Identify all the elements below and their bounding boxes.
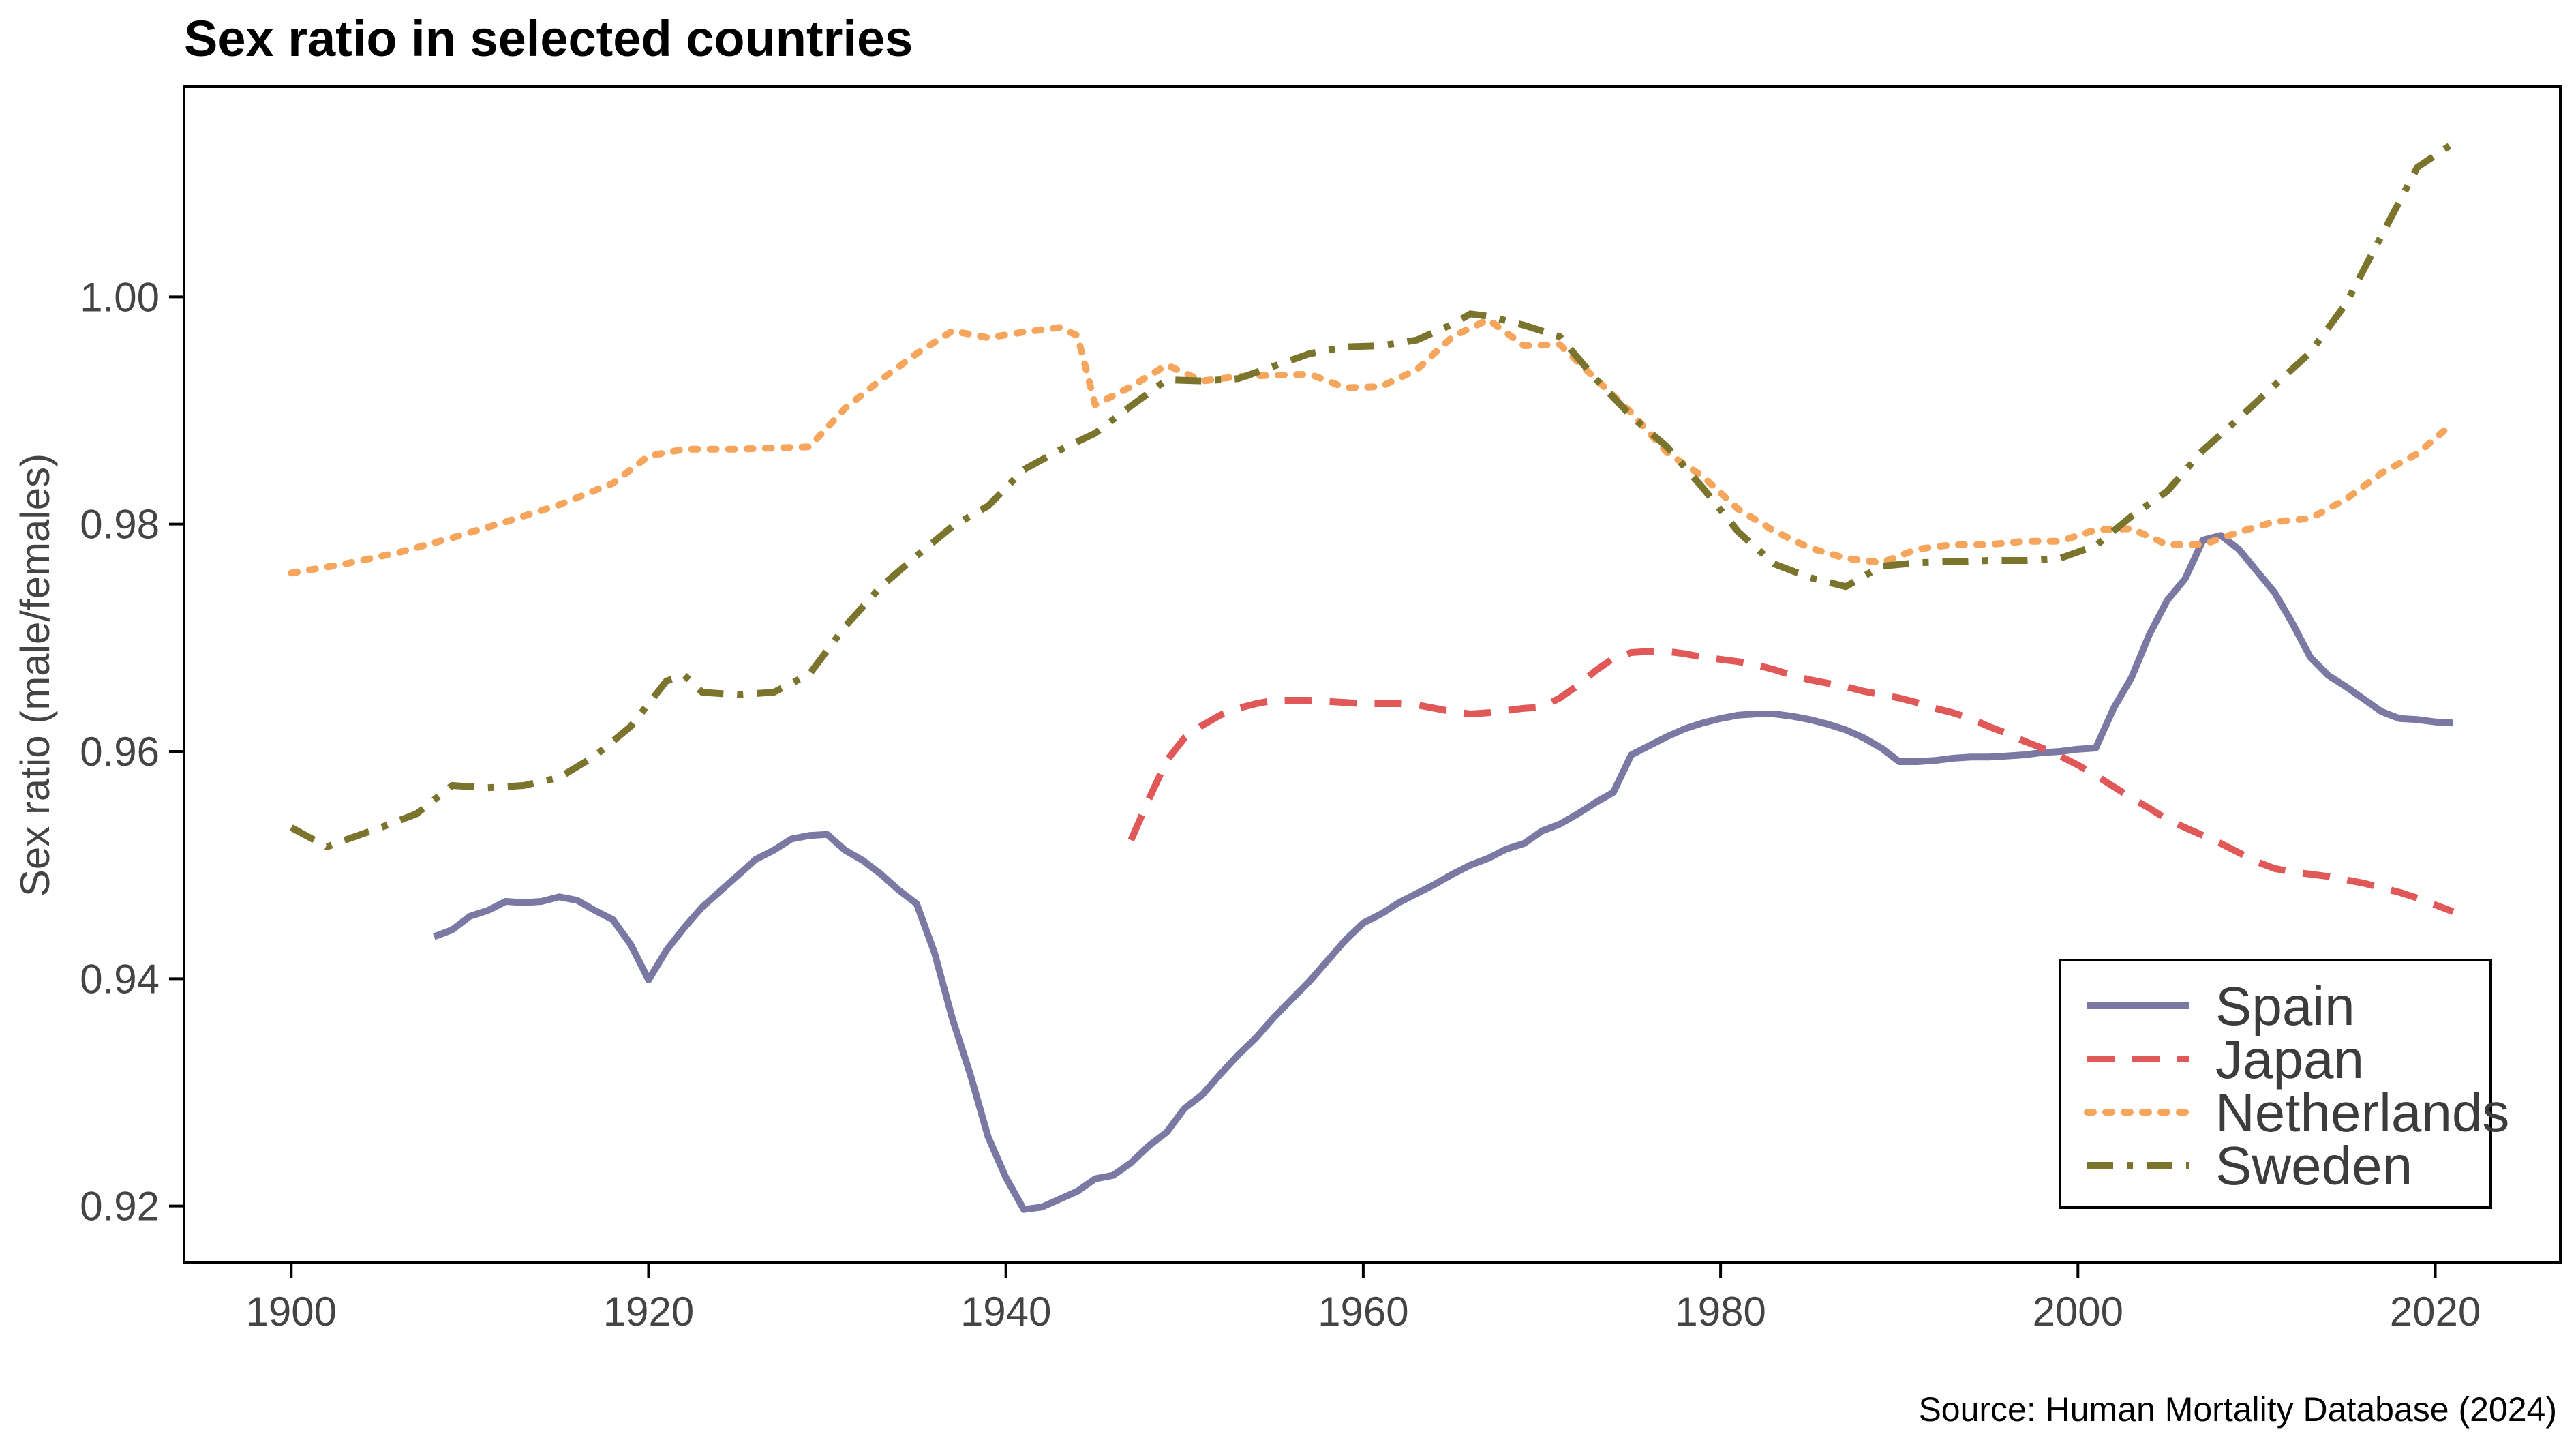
- y-tick-label: 0.98: [80, 502, 160, 548]
- y-axis: 0.92 0.94 0.96 0.98 1.00: [80, 274, 184, 1229]
- legend-label-netherlands: Netherlands: [2215, 1082, 2509, 1143]
- series-line-sweden: [289, 140, 2455, 850]
- legend-label-japan: Japan: [2215, 1029, 2364, 1090]
- legend-label-spain: Spain: [2215, 976, 2355, 1036]
- series-line-netherlands: [288, 316, 2457, 577]
- x-tick-label: 2020: [2390, 1289, 2481, 1334]
- series-layer: [288, 140, 2457, 1213]
- legend-label-sweden: Sweden: [2215, 1135, 2412, 1196]
- x-tick-label: 1980: [1675, 1289, 1766, 1334]
- x-axis: 1900 1920 1940 1960 1980 2000 2020: [246, 1263, 2481, 1334]
- x-tick-label: 1960: [1318, 1289, 1408, 1334]
- y-tick-label: 0.94: [80, 956, 160, 1002]
- y-tick-label: 0.92: [80, 1184, 160, 1229]
- plot-frame: [183, 85, 2562, 1264]
- y-tick-label: 1.00: [80, 274, 160, 320]
- chart-source: Source: Human Mortality Database (2024): [1918, 1390, 2557, 1429]
- series-line-japan: [1127, 648, 2455, 915]
- series-line-spain: [433, 532, 2454, 1213]
- x-tick-label: 1940: [960, 1289, 1051, 1334]
- y-tick-label: 0.96: [80, 729, 160, 775]
- chart-title: Sex ratio in selected countries: [184, 10, 913, 67]
- x-tick-label: 2000: [2033, 1289, 2123, 1334]
- x-tick-label: 1920: [603, 1289, 694, 1334]
- y-axis-title: Sex ratio (male/females): [12, 453, 58, 897]
- x-tick-label: 1900: [246, 1289, 337, 1334]
